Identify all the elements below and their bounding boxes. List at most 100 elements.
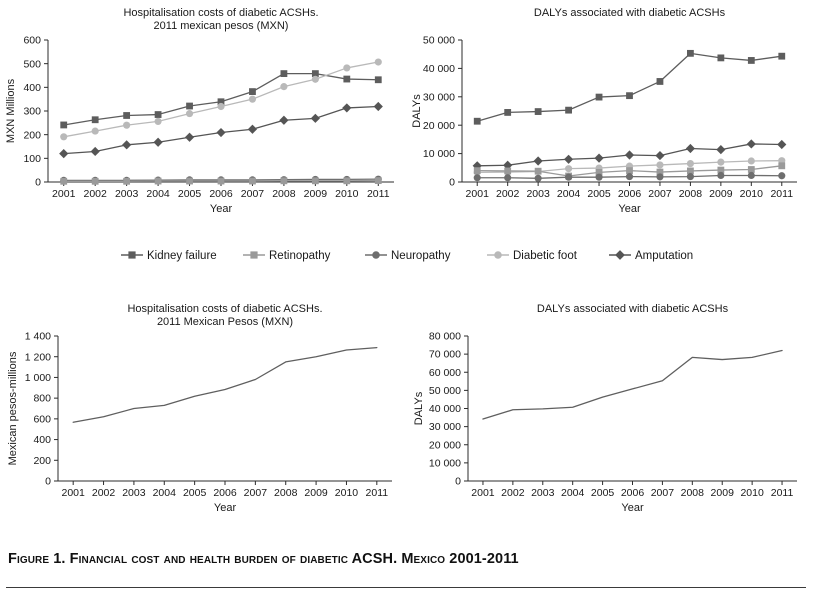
series-point-marker xyxy=(248,95,257,103)
x-axis-tick-label: 2008 xyxy=(274,487,298,499)
series-point-marker xyxy=(184,132,195,142)
x-axis-tick-label: 2008 xyxy=(272,188,296,200)
x-axis-tick-label: 2008 xyxy=(679,188,703,200)
series-point-marker xyxy=(60,133,68,141)
x-axis-tick-label: 2010 xyxy=(740,487,764,499)
chart-panel-total-costs: Hospitalisation costs of diabetic ACSHs.… xyxy=(0,296,410,541)
legend-marker-square-icon xyxy=(250,251,258,259)
x-axis-tick-label: 2002 xyxy=(84,188,108,200)
series-point-marker xyxy=(123,121,131,129)
series-point-marker xyxy=(60,121,68,129)
x-axis-tick-label: 2004 xyxy=(557,188,581,200)
y-axis-title: MXN Millions xyxy=(5,78,17,143)
series-line xyxy=(476,52,783,122)
series-point-marker xyxy=(374,76,382,84)
x-axis-tick-label: 2001 xyxy=(62,487,86,499)
series-point-marker xyxy=(343,177,351,185)
series-point-marker xyxy=(217,177,225,185)
series-point-marker xyxy=(504,167,512,175)
figure-caption: Figure 1. Financial cost and health burd… xyxy=(8,551,519,567)
series-point-marker xyxy=(717,158,725,166)
x-axis-tick-label: 2006 xyxy=(213,487,237,499)
series-point-marker xyxy=(374,58,382,66)
series-point-marker xyxy=(778,52,786,60)
y-axis-tick-label: 600 xyxy=(33,413,51,425)
x-axis-tick-label: 2007 xyxy=(244,487,268,499)
series-point-marker xyxy=(186,177,193,185)
series-point-marker xyxy=(217,102,225,111)
y-axis-tick-label: 0 xyxy=(45,476,51,488)
y-axis-tick-label: 1 400 xyxy=(25,331,51,343)
x-axis-tick-label: 2002 xyxy=(496,188,520,200)
series-point-marker xyxy=(280,83,288,91)
y-axis-tick-label: 1 000 xyxy=(25,372,51,384)
chart-title-line1: DALYs associated with diabetic ACSHs xyxy=(534,7,726,19)
x-axis-tick-label: 2003 xyxy=(526,188,550,200)
x-axis-tick-label: 2001 xyxy=(466,188,490,200)
series-point-marker xyxy=(122,140,132,150)
series-point-marker xyxy=(247,124,258,134)
x-axis-tick-label: 2009 xyxy=(304,188,328,200)
x-axis-tick-label: 2009 xyxy=(711,487,735,499)
x-axis-tick-label: 2001 xyxy=(471,487,495,499)
y-axis-tick-label: 30 000 xyxy=(423,91,455,103)
series-point-marker xyxy=(565,106,572,114)
y-axis-tick-label: 100 xyxy=(23,153,41,165)
series-point-marker xyxy=(595,173,603,181)
series-point-marker xyxy=(656,161,664,169)
x-axis-tick-label: 2006 xyxy=(621,487,645,499)
series-point-marker xyxy=(185,110,194,118)
legend-item: Neuropathy xyxy=(365,250,451,262)
x-axis-tick-label: 2007 xyxy=(651,487,675,499)
x-axis-tick-label: 2005 xyxy=(587,188,611,200)
series-point-marker xyxy=(154,111,162,118)
series-point-marker xyxy=(343,64,351,72)
x-axis-tick-label: 2004 xyxy=(146,188,170,200)
series-point-marker xyxy=(216,127,226,138)
chart-svg-total-dalys: DALYs associated with diabetic ACSHs 0 10 … xyxy=(413,303,797,514)
series-point-marker xyxy=(154,177,162,185)
series-point-marker xyxy=(59,149,69,159)
legend-marker-square-icon xyxy=(128,251,136,259)
figure-caption-block: Figure 1. Financial cost and health burd… xyxy=(0,545,815,596)
series-point-marker xyxy=(564,154,574,164)
x-axis-title: Year xyxy=(210,203,233,215)
y-axis-tick-label: 1 200 xyxy=(25,351,51,363)
x-axis-tick-label: 2011 xyxy=(366,487,389,499)
series-point-marker xyxy=(656,173,664,181)
chart-svg-costs-by-complication: Hospitalisation costs of diabetic ACSHs.… xyxy=(5,7,394,215)
chart-panel-total-dalys: DALYs associated with diabetic ACSHs 0 10 … xyxy=(400,296,815,541)
chart-svg-dalys-by-complication: DALYs associated with diabetic ACSHs 0 10 … xyxy=(411,7,797,215)
series-point-marker xyxy=(310,113,320,123)
x-axis-tick-label: 2006 xyxy=(618,188,642,200)
series-point-marker xyxy=(565,173,573,181)
x-axis-tick-label: 2003 xyxy=(115,188,139,200)
x-axis-tick-label: 2005 xyxy=(183,487,207,499)
series-point-marker xyxy=(747,157,755,165)
series-point-marker xyxy=(280,70,288,78)
series-point-marker xyxy=(717,166,725,174)
series-point-marker xyxy=(374,177,382,184)
y-axis-tick-label: 500 xyxy=(23,58,41,70)
series-point-marker xyxy=(91,116,99,124)
y-axis-tick-label: 20 000 xyxy=(423,120,455,132)
series-point-marker xyxy=(373,101,383,112)
series-point-marker xyxy=(504,109,512,116)
x-axis-tick-label: 2002 xyxy=(501,487,525,499)
chart-panel-dalys-by-complication: DALYs associated with diabetic ACSHs 0 10 … xyxy=(400,0,815,240)
y-axis-tick-label: 0 xyxy=(449,177,455,189)
x-axis-tick-label: 2007 xyxy=(648,188,672,200)
y-axis-tick-label: 40 000 xyxy=(429,403,461,415)
chart-title-line1: Hospitalisation costs of diabetic ACSHs. xyxy=(127,303,322,315)
caption-divider xyxy=(6,587,806,588)
x-axis-tick-label: 2004 xyxy=(153,487,177,499)
series-point-marker xyxy=(624,150,635,160)
series-point-marker xyxy=(249,88,256,95)
legend-marker-diamond-icon xyxy=(615,250,625,260)
series-point-marker xyxy=(533,156,543,166)
y-axis-tick-label: 200 xyxy=(23,129,41,141)
series-point-marker xyxy=(747,57,755,64)
series-point-marker xyxy=(534,108,542,115)
y-axis-tick-label: 70 000 xyxy=(429,349,461,361)
x-axis-tick-label: 2005 xyxy=(178,188,202,200)
